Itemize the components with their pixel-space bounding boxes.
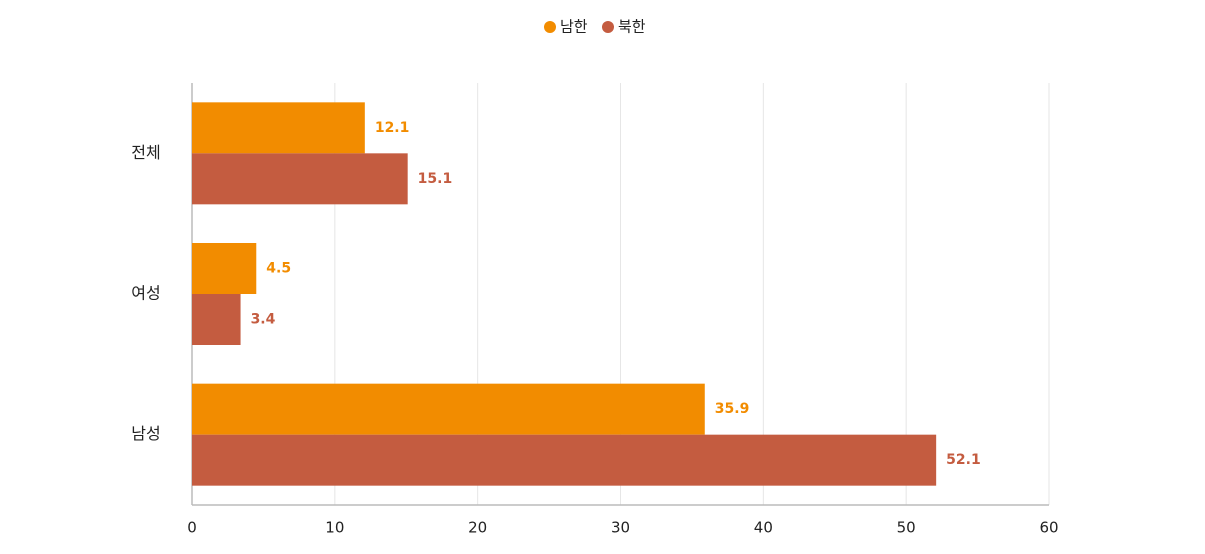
legend-marker — [544, 21, 556, 33]
value-label: 15.1 — [418, 171, 453, 187]
legend-marker — [602, 21, 614, 33]
bar — [192, 153, 408, 205]
bar — [192, 243, 257, 294]
x-tick-label: 60 — [1039, 519, 1058, 537]
bar — [192, 294, 241, 345]
value-label: 4.5 — [266, 261, 291, 277]
bar — [192, 102, 365, 154]
y-tick-label: 여성 — [131, 284, 160, 303]
x-tick-label: 30 — [611, 519, 630, 537]
x-tick-label: 50 — [897, 519, 916, 537]
x-tick-label: 20 — [468, 519, 487, 537]
value-label: 3.4 — [251, 312, 276, 328]
bar — [192, 383, 705, 435]
y-tick-label: 전체 — [131, 143, 160, 162]
value-label: 12.1 — [375, 120, 410, 136]
x-tick-label: 40 — [754, 519, 773, 537]
value-label: 35.9 — [715, 401, 750, 417]
x-tick-label: 0 — [187, 519, 197, 537]
y-tick-label: 남성 — [131, 424, 160, 443]
x-tick-label: 10 — [325, 519, 344, 537]
value-label: 52.1 — [946, 452, 981, 468]
legend-label: 남한 — [560, 18, 588, 36]
legend-label: 북한 — [618, 18, 646, 36]
bar — [192, 434, 937, 486]
